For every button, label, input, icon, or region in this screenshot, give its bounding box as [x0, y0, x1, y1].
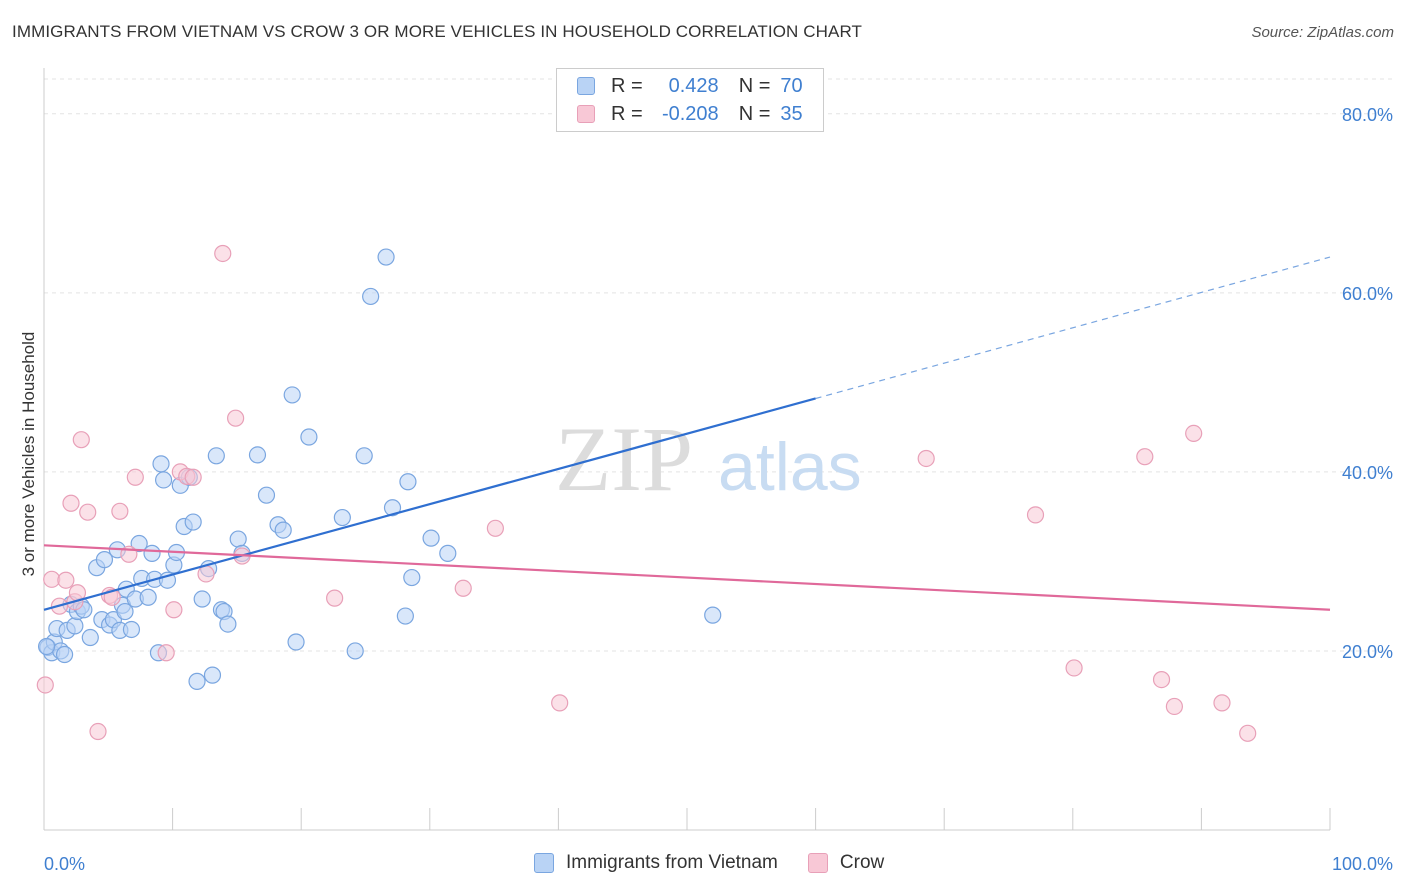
crow-point: [917, 449, 935, 468]
legend-r-value: -0.208: [661, 102, 719, 125]
vietnam-point: [399, 473, 417, 491]
legend-row-crow: R = -0.208 N = 35: [577, 101, 803, 127]
series-legend-vietnam[interactable]: Immigrants from Vietnam: [534, 852, 778, 874]
vietnam-point: [81, 628, 99, 647]
correlation-legend: R = 0.428 N = 70 R = -0.208 N = 35: [556, 68, 824, 132]
crow-point: [551, 694, 569, 712]
crow-point: [326, 589, 344, 607]
vietnam-point: [396, 607, 414, 625]
x-tick-label: 0.0%: [44, 854, 85, 874]
vietnam-point: [37, 637, 56, 656]
vietnam-point: [66, 617, 84, 635]
watermark-zip: ZIP: [555, 408, 693, 510]
legend-n-label: N =: [738, 74, 771, 97]
y-axis-label: 3 or more Vehicles in Household: [19, 332, 38, 577]
series-legend-crow[interactable]: Crow: [807, 852, 885, 874]
legend-r-label: R =: [611, 74, 643, 97]
legend-n-value: 70: [780, 74, 803, 97]
vietnam-point: [193, 590, 211, 608]
vietnam-point: [403, 568, 421, 587]
crow-point: [157, 644, 175, 662]
series-legend-label: Crow: [839, 852, 885, 873]
crow-point: [89, 722, 107, 741]
y-tick-label: 40.0%: [1342, 463, 1393, 483]
legend-swatch-crow: [807, 853, 828, 873]
vietnam-point: [143, 544, 161, 562]
y-tick-label: 20.0%: [1342, 642, 1393, 662]
vietnam-point: [422, 529, 440, 547]
vietnam-point: [383, 499, 402, 517]
vietnam-point: [257, 486, 276, 504]
vietnam-point: [139, 588, 157, 606]
crow-point: [227, 409, 245, 427]
vietnam-point: [439, 544, 457, 562]
series-legend: Immigrants from Vietnam Crow: [534, 852, 914, 874]
vietnam-point: [203, 666, 222, 684]
vietnam-trend-extension: [815, 256, 1331, 400]
vietnam-point: [188, 672, 206, 690]
crow-point: [62, 494, 80, 512]
chart-title: IMMIGRANTS FROM VIETNAM VS CROW 3 OR MOR…: [12, 22, 862, 41]
crow-point: [1026, 506, 1045, 524]
vietnam-point: [346, 642, 364, 660]
crow-point: [165, 601, 183, 619]
crow-point: [486, 519, 504, 537]
vietnam-point: [704, 606, 722, 624]
crow-point: [79, 503, 97, 521]
crow-point: [72, 431, 90, 449]
legend-n-label: N =: [738, 102, 771, 125]
vietnam-point: [116, 602, 134, 621]
vietnam-point: [55, 645, 74, 664]
series-legend-label: Immigrants from Vietnam: [566, 852, 778, 873]
vietnam-point: [184, 513, 202, 531]
vietnam-point: [274, 521, 292, 539]
vietnam-point: [248, 446, 267, 464]
vietnam-point: [287, 633, 305, 651]
vietnam-point: [122, 620, 141, 639]
legend-swatch-crow: [577, 105, 595, 123]
vietnam-point: [219, 615, 237, 633]
vietnam-point: [154, 471, 173, 489]
vietnam-point: [130, 534, 148, 553]
vietnam-point: [229, 530, 247, 548]
y-tick-label: 80.0%: [1342, 105, 1393, 125]
vietnam-point: [377, 248, 395, 266]
legend-r-value: 0.428: [668, 74, 719, 97]
x-tick-label: 100.0%: [1332, 854, 1393, 874]
vietnam-point: [152, 455, 170, 473]
vietnam-trend-line: [43, 397, 816, 611]
vietnam-point: [333, 508, 351, 527]
legend-swatch-vietnam: [534, 853, 554, 873]
y-tick-label: 60.0%: [1342, 284, 1393, 304]
vietnam-point: [355, 447, 373, 465]
vietnam-point: [283, 386, 301, 404]
crow-point: [184, 468, 202, 486]
crow-point: [36, 676, 54, 694]
crow-point: [126, 468, 144, 486]
crow-trend-line: [43, 544, 1331, 611]
vietnam-point: [362, 287, 380, 306]
legend-row-vietnam: R = 0.428 N = 70: [577, 73, 803, 99]
crow-point: [1213, 694, 1231, 712]
crow-point: [57, 571, 75, 589]
vietnam-point: [207, 447, 225, 465]
legend-r-label: R =: [611, 102, 643, 125]
source-label: Source: ZipAtlas.com: [1251, 24, 1394, 41]
crow-point: [1152, 670, 1171, 689]
legend-swatch-vietnam: [577, 77, 595, 95]
watermark-atlas: atlas: [718, 429, 862, 505]
crow-point: [197, 565, 215, 583]
crow-point: [454, 579, 472, 597]
crow-point: [1165, 697, 1183, 716]
legend-n-value: 35: [780, 102, 803, 125]
vietnam-point: [300, 428, 318, 446]
vietnam-point: [95, 551, 114, 569]
crow-point: [214, 244, 232, 263]
crow-point: [1185, 424, 1203, 443]
crow-point: [1239, 724, 1257, 742]
crow-point: [1136, 448, 1154, 466]
crow-point: [111, 502, 129, 520]
crow-point: [1065, 659, 1083, 677]
